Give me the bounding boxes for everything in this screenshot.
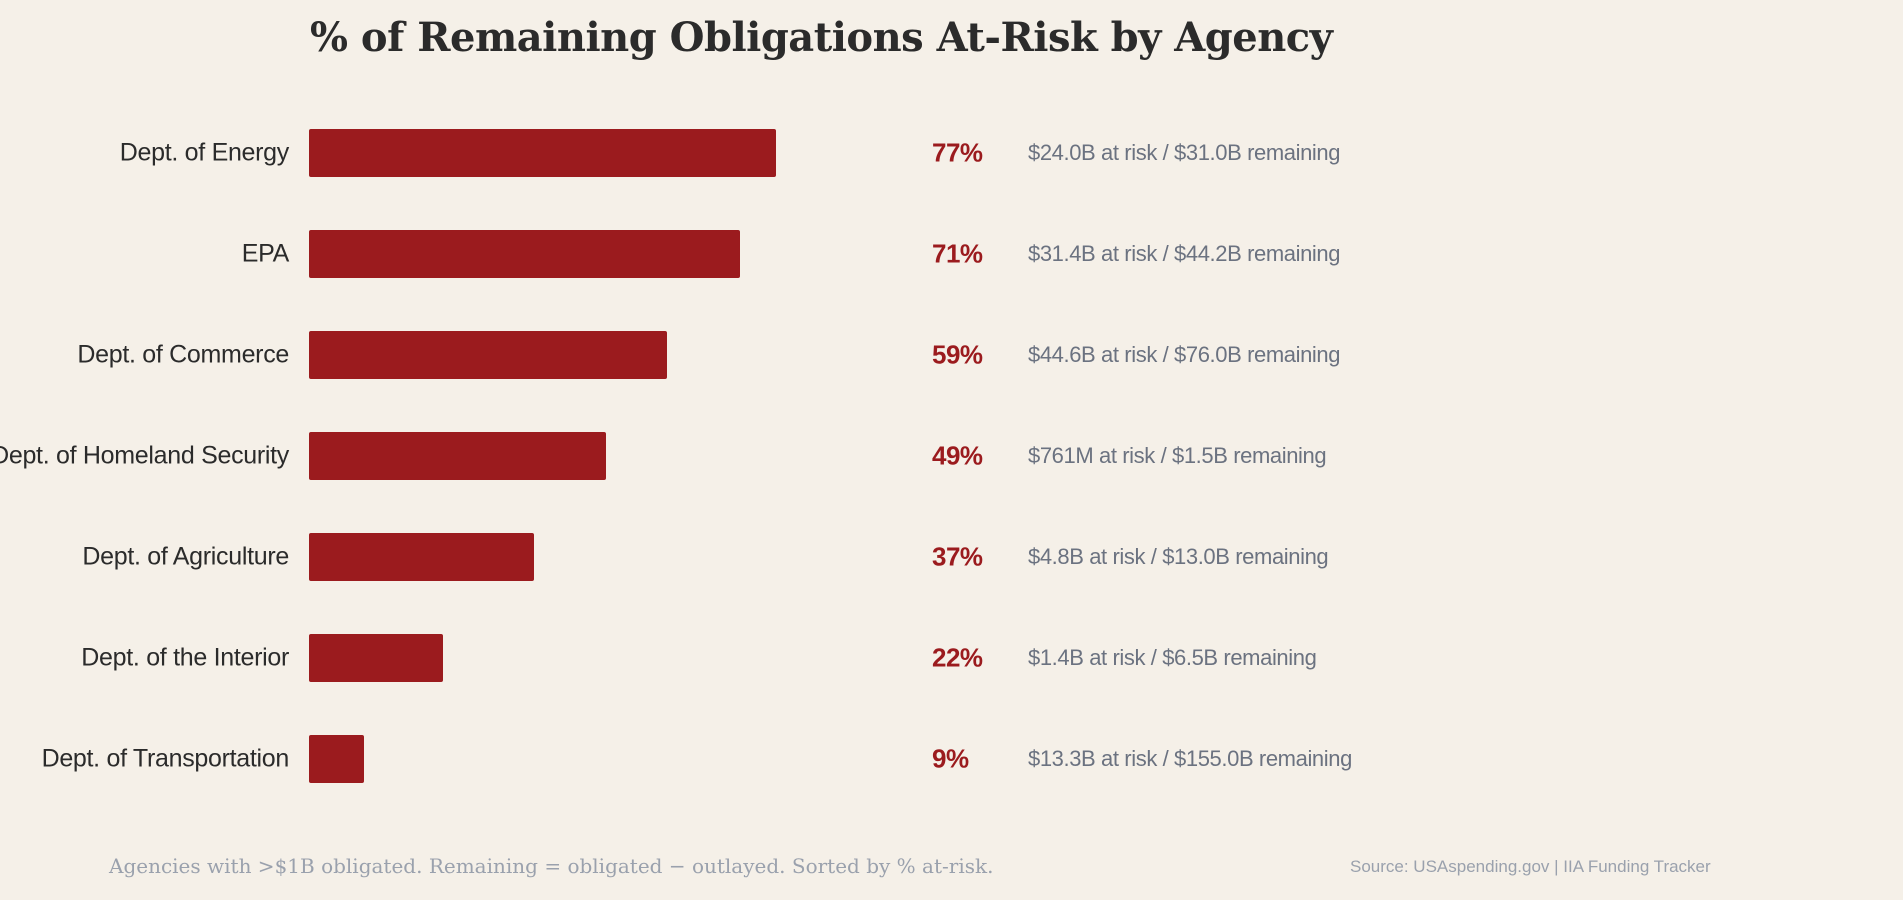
value-label: 77% xyxy=(932,137,983,168)
detail-label: $44.6B at risk / $76.0B remaining xyxy=(1028,342,1341,367)
bar xyxy=(309,129,777,177)
category-label: Dept. of Transportation xyxy=(41,744,290,773)
value-label: 22% xyxy=(932,642,983,673)
detail-label: $4.8B at risk / $13.0B remaining xyxy=(1028,544,1329,569)
value-label: 71% xyxy=(932,238,983,269)
detail-label: $24.0B at risk / $31.0B remaining xyxy=(1028,140,1341,165)
bar xyxy=(309,634,443,682)
value-label: 49% xyxy=(932,440,983,471)
category-label: Dept. of Energy xyxy=(119,138,290,167)
category-label: Dept. of Agriculture xyxy=(82,542,289,571)
bar xyxy=(309,331,668,379)
detail-label: $31.4B at risk / $44.2B remaining xyxy=(1028,241,1341,266)
chart-source: Source: USAspending.gov | IIA Funding Tr… xyxy=(1350,857,1711,876)
detail-label: $1.4B at risk / $6.5B remaining xyxy=(1028,645,1317,670)
bar xyxy=(309,533,534,581)
chart-footnote: Agencies with >$1B obligated. Remaining … xyxy=(109,854,994,878)
bar xyxy=(309,432,607,480)
detail-label: $761M at risk / $1.5B remaining xyxy=(1028,443,1327,468)
category-label: EPA xyxy=(241,239,290,268)
value-label: 37% xyxy=(932,541,983,572)
bar xyxy=(309,735,364,783)
detail-label: $13.3B at risk / $155.0B remaining xyxy=(1028,746,1352,771)
category-label: Dept. of the Interior xyxy=(81,643,289,672)
value-label: 59% xyxy=(932,339,983,370)
chart-title: % of Remaining Obligations At-Risk by Ag… xyxy=(310,14,1333,61)
category-label: Dept. of Commerce xyxy=(77,340,289,369)
category-label: Dept. of Homeland Security xyxy=(0,441,289,470)
bar xyxy=(309,230,740,278)
value-label: 9% xyxy=(932,743,969,774)
